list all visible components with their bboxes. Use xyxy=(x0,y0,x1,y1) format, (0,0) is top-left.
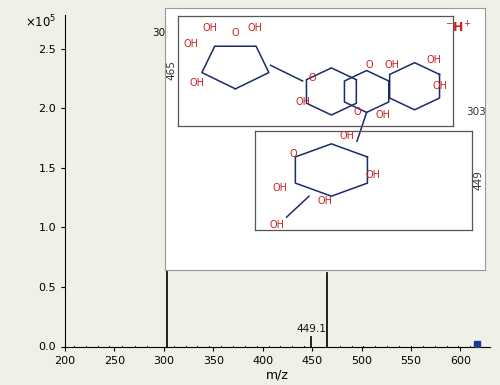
Text: O: O xyxy=(308,73,316,83)
Text: O: O xyxy=(289,149,297,159)
Text: OH: OH xyxy=(295,97,310,107)
Text: O: O xyxy=(366,60,374,70)
Text: $\times$10$^5$: $\times$10$^5$ xyxy=(24,14,56,30)
Text: Intens.: Intens. xyxy=(24,0,65,2)
Text: OH: OH xyxy=(366,170,380,180)
Text: 465: 465 xyxy=(166,60,176,80)
Text: $^{-}$H$^{+}$: $^{-}$H$^{+}$ xyxy=(446,21,472,36)
Text: OH: OH xyxy=(384,60,400,70)
Text: O: O xyxy=(232,28,239,38)
Text: OH: OH xyxy=(183,39,198,49)
Text: OH: OH xyxy=(340,131,355,141)
Text: 303: 303 xyxy=(466,107,485,117)
Text: OH: OH xyxy=(190,78,204,88)
Text: OH: OH xyxy=(272,183,287,193)
Text: OH: OH xyxy=(432,81,448,91)
Text: 465.1: 465.1 xyxy=(312,259,342,269)
X-axis label: m/z: m/z xyxy=(266,368,289,381)
Text: O: O xyxy=(353,107,361,117)
Text: OH: OH xyxy=(318,196,332,206)
Text: OH: OH xyxy=(270,219,284,229)
Text: OH: OH xyxy=(375,110,390,120)
Text: 303.0: 303.0 xyxy=(152,28,182,38)
Text: 449: 449 xyxy=(474,171,484,191)
Text: OH: OH xyxy=(426,55,442,65)
Text: 449.1: 449.1 xyxy=(296,324,326,334)
Text: OH: OH xyxy=(247,23,262,33)
Text: OH: OH xyxy=(202,23,218,33)
